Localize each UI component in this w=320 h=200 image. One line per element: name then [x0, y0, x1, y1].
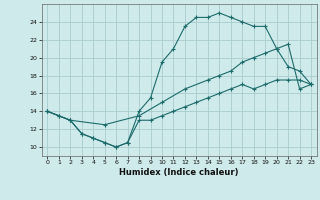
X-axis label: Humidex (Indice chaleur): Humidex (Indice chaleur) [119, 168, 239, 177]
